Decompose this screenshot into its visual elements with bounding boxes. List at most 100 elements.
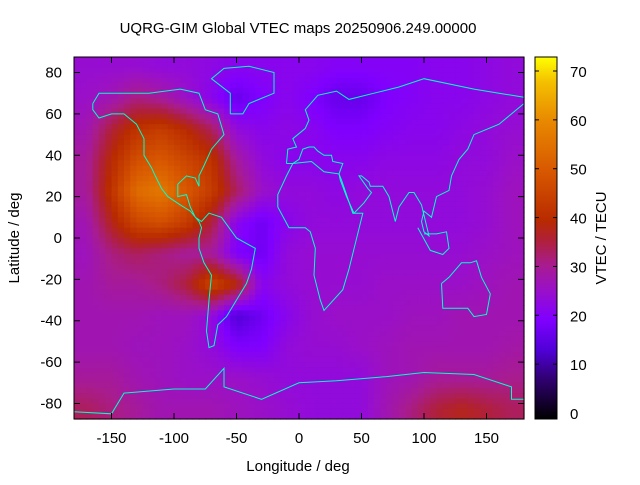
heatmap-cell: [274, 186, 281, 193]
heatmap-cell: [405, 67, 413, 74]
heatmap-cell: [449, 212, 456, 218]
heatmap-cell: [330, 362, 338, 368]
heatmap-cell: [386, 248, 394, 255]
heatmap-cell: [492, 217, 500, 224]
heatmap-cell: [155, 284, 163, 291]
heatmap-cell: [474, 336, 481, 343]
heatmap-cell: [92, 393, 100, 399]
heatmap-cell: [92, 305, 100, 311]
heatmap-cell: [361, 294, 369, 301]
heatmap-cell: [355, 408, 363, 415]
heatmap-cell: [92, 331, 100, 337]
heatmap-cell: [417, 398, 425, 405]
heatmap-cell: [367, 351, 375, 358]
heatmap-cell: [505, 341, 513, 348]
heatmap-cell: [86, 367, 94, 374]
heatmap-cell: [417, 269, 425, 275]
heatmap-cell: [342, 387, 350, 394]
heatmap-cell: [142, 227, 150, 234]
heatmap-cell: [436, 196, 444, 203]
heatmap-cell: [199, 377, 206, 384]
heatmap-cell: [480, 222, 488, 229]
heatmap-cell: [249, 191, 256, 198]
heatmap-cell: [255, 289, 263, 296]
heatmap-cell: [74, 170, 81, 177]
heatmap-cell: [455, 387, 463, 394]
heatmap-cell: [155, 305, 163, 311]
heatmap-cell: [399, 62, 406, 68]
heatmap-cell: [236, 258, 244, 265]
heatmap-cell: [180, 113, 188, 120]
heatmap-cell: [286, 263, 294, 270]
heatmap-cell: [511, 227, 519, 234]
heatmap-cell: [186, 393, 194, 399]
heatmap-cell: [374, 356, 381, 363]
heatmap-cell: [167, 300, 175, 306]
heatmap-cell: [80, 67, 88, 74]
heatmap-cell: [417, 150, 425, 156]
heatmap-cell: [186, 139, 194, 146]
heatmap-cell: [317, 253, 325, 260]
heatmap-cell: [330, 72, 338, 79]
heatmap-cell: [292, 144, 300, 151]
heatmap-cell: [330, 217, 338, 224]
heatmap-cell: [199, 175, 206, 182]
heatmap-cell: [124, 67, 131, 74]
heatmap-cell: [480, 93, 488, 99]
heatmap-cell: [492, 382, 500, 389]
heatmap-cell: [292, 263, 300, 270]
heatmap-cell: [80, 356, 88, 363]
heatmap-cell: [405, 206, 413, 213]
heatmap-cell: [505, 134, 513, 141]
heatmap-cell: [274, 253, 281, 260]
heatmap-cell: [292, 362, 300, 368]
heatmap-cell: [486, 82, 494, 89]
heatmap-cell: [192, 155, 200, 162]
heatmap-cell: [392, 310, 400, 317]
heatmap-cell: [336, 325, 344, 332]
heatmap-cell: [261, 341, 269, 348]
heatmap-cell: [130, 227, 138, 234]
heatmap-cell: [142, 212, 150, 218]
heatmap-cell: [105, 315, 113, 322]
heatmap-cell: [474, 263, 481, 270]
heatmap-cell: [192, 372, 200, 379]
heatmap-cell: [149, 129, 156, 136]
heatmap-cell: [324, 222, 331, 229]
heatmap-cell: [480, 134, 488, 141]
heatmap-cell: [374, 155, 381, 162]
heatmap-cell: [105, 248, 113, 255]
heatmap-cell: [130, 305, 138, 311]
heatmap-cell: [392, 382, 400, 389]
heatmap-cell: [124, 346, 131, 353]
heatmap-cell: [236, 403, 244, 410]
heatmap-cell: [199, 279, 206, 286]
heatmap-cell: [230, 98, 238, 105]
heatmap-cell: [374, 408, 381, 415]
heatmap-cell: [130, 403, 138, 410]
heatmap-cell: [474, 62, 481, 68]
heatmap-cell: [261, 72, 269, 79]
heatmap-cell: [442, 72, 450, 79]
heatmap-cell: [111, 170, 119, 177]
heatmap-cell: [336, 279, 344, 286]
heatmap-cell: [149, 191, 156, 198]
heatmap-cell: [317, 212, 325, 218]
heatmap-cell: [336, 253, 344, 260]
heatmap-cell: [142, 336, 150, 343]
heatmap-cell: [305, 248, 313, 255]
heatmap-cell: [299, 284, 306, 291]
heatmap-cell: [199, 351, 206, 358]
heatmap-cell: [192, 62, 200, 68]
heatmap-cell: [124, 382, 131, 389]
heatmap-cell: [186, 108, 194, 115]
heatmap-cell: [105, 186, 113, 193]
heatmap-cell: [186, 372, 194, 379]
heatmap-cell: [436, 336, 444, 343]
heatmap-cell: [436, 362, 444, 368]
heatmap-cell: [305, 387, 313, 394]
heatmap-cell: [355, 181, 363, 187]
heatmap-cell: [124, 134, 131, 141]
heatmap-cell: [474, 377, 481, 384]
heatmap-cell: [242, 144, 250, 151]
